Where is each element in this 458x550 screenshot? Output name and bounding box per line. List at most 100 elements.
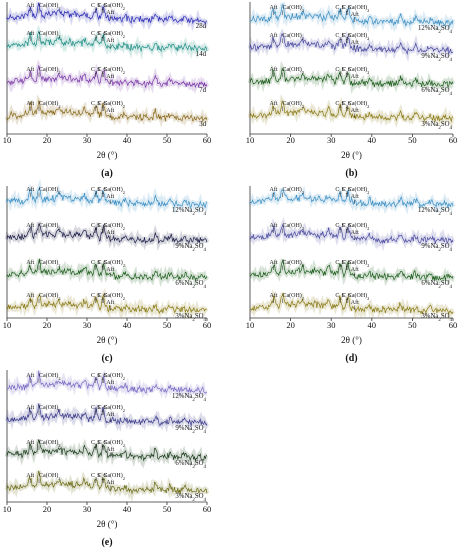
peak-label: Ca(OH)2 xyxy=(39,66,60,75)
peak-label: Ca(OH)2 xyxy=(103,222,124,231)
peak-label: Aft xyxy=(26,439,34,446)
series-line xyxy=(6,30,208,53)
x-tick-label: 20 xyxy=(43,504,52,514)
peak-label: Ca(OH)2 xyxy=(39,222,60,231)
series-name-label: 28d xyxy=(196,23,207,30)
peak-label: Aft xyxy=(270,100,278,107)
peak-label: C3S xyxy=(91,405,101,413)
series-line xyxy=(6,293,208,315)
peak-label: C3S xyxy=(91,223,101,231)
peak-label: Ca(OH)2 xyxy=(39,186,60,195)
x-tick-label: 10 xyxy=(246,135,255,145)
x-tick-label: 10 xyxy=(246,320,255,330)
peak-label: C2S xyxy=(97,293,107,301)
x-axis-label: 2θ (°) xyxy=(97,150,118,160)
peak-label: Aft xyxy=(26,372,34,379)
series-line xyxy=(6,370,208,394)
peak-label: Ca(OH)2 xyxy=(282,100,303,109)
peak-label: Aft xyxy=(351,107,359,114)
series-name-label: 3%Na2SO4 xyxy=(421,313,452,323)
x-tick-label: 60 xyxy=(203,135,212,145)
series-name-label: 3%Na2SO4 xyxy=(175,313,206,323)
series-line xyxy=(6,223,208,245)
peak-label: C2S xyxy=(97,101,107,109)
x-tick-label: 30 xyxy=(327,320,336,330)
series-name-label: 14d xyxy=(196,51,207,58)
peak-label: Aft xyxy=(106,193,114,200)
panel-label: (a) xyxy=(101,168,113,179)
peak-label: Ca(OH)2 xyxy=(103,66,124,75)
series-line xyxy=(6,439,207,462)
x-tick-label: 30 xyxy=(83,320,92,330)
peak-label: Ca(OH)2 xyxy=(348,259,369,268)
x-tick-label: 50 xyxy=(408,320,417,330)
peak-label: C3S xyxy=(91,101,101,109)
peak-label: Aft xyxy=(26,292,34,299)
peak-label: Ca(OH)2 xyxy=(282,4,303,13)
x-tick-label: 20 xyxy=(43,320,52,330)
x-tick-label: 60 xyxy=(449,135,458,145)
peak-label: Ca(OH)2 xyxy=(282,186,303,195)
peak-label: Aft xyxy=(106,266,114,273)
peak-label: Aft xyxy=(106,37,114,44)
peak-label: C2S xyxy=(97,31,107,39)
peak-label: C2S xyxy=(97,405,107,413)
peak-label: Ca(OH)2 xyxy=(39,2,60,11)
series-line xyxy=(6,64,208,89)
peak-label: Ca(OH)2 xyxy=(103,2,124,11)
peak-label: Aft xyxy=(106,229,114,236)
series-line xyxy=(6,185,208,209)
x-tick-label: 40 xyxy=(123,135,132,145)
peak-label: C3S xyxy=(91,3,101,11)
peak-label: Ca(OH)2 xyxy=(103,372,124,381)
peak-label: C2S xyxy=(97,223,107,231)
peak-label: C3S xyxy=(335,67,345,75)
peak-label: Ca(OH)2 xyxy=(39,372,60,381)
peak-label: Aft xyxy=(270,32,278,39)
series-line xyxy=(249,32,454,56)
peak-label: Ca(OH)2 xyxy=(282,259,303,268)
x-tick-label: 10 xyxy=(3,135,12,145)
series-name-label: 6%Na2SO4 xyxy=(175,460,206,470)
peak-label: Aft xyxy=(26,186,34,193)
series-name-label: 9%Na2SO4 xyxy=(175,425,206,435)
peak-label: C2S xyxy=(342,33,352,41)
x-tick-label: 60 xyxy=(449,320,458,330)
peak-label: Ca(OH)2 xyxy=(348,222,369,231)
x-tick-label: 60 xyxy=(203,320,212,330)
series-line xyxy=(249,189,454,209)
peak-label: Ca(OH)2 xyxy=(39,404,60,413)
peak-label: Ca(OH)2 xyxy=(348,186,369,195)
series-name-label: 12%Na2SO4 xyxy=(418,25,453,35)
peak-label: Ca(OH)2 xyxy=(103,259,124,268)
x-tick-label: 10 xyxy=(3,320,12,330)
peak-label: Aft xyxy=(106,479,114,486)
peak-label: C3S xyxy=(91,31,101,39)
peak-label: C2S xyxy=(97,473,107,481)
series-line xyxy=(6,258,208,282)
series-name-label: 12%Na2SO4 xyxy=(172,207,207,217)
series-name-label: 9%Na2SO4 xyxy=(175,243,206,253)
series-line xyxy=(249,99,454,123)
peak-label: Aft xyxy=(26,100,34,107)
peak-label: C2S xyxy=(342,5,352,13)
x-axis-label: 2θ (°) xyxy=(97,335,118,345)
peak-label: C3S xyxy=(335,187,345,195)
peak-label: Ca(OH)2 xyxy=(39,292,60,301)
peak-label: C2S xyxy=(342,67,352,75)
peak-label: C2S xyxy=(342,101,352,109)
series-line xyxy=(6,403,208,426)
peak-label: Aft xyxy=(351,266,359,273)
peak-label: Aft xyxy=(270,66,278,73)
peak-label: Ca(OH)2 xyxy=(103,472,124,481)
peak-label: Aft xyxy=(26,404,34,411)
series-name-label: 9%Na2SO4 xyxy=(421,53,452,63)
series-line xyxy=(249,67,454,88)
peak-label: Aft xyxy=(106,9,114,16)
peak-label: Aft xyxy=(270,186,278,193)
peak-label: Ca(OH)2 xyxy=(348,4,369,13)
x-tick-label: 40 xyxy=(123,504,132,514)
